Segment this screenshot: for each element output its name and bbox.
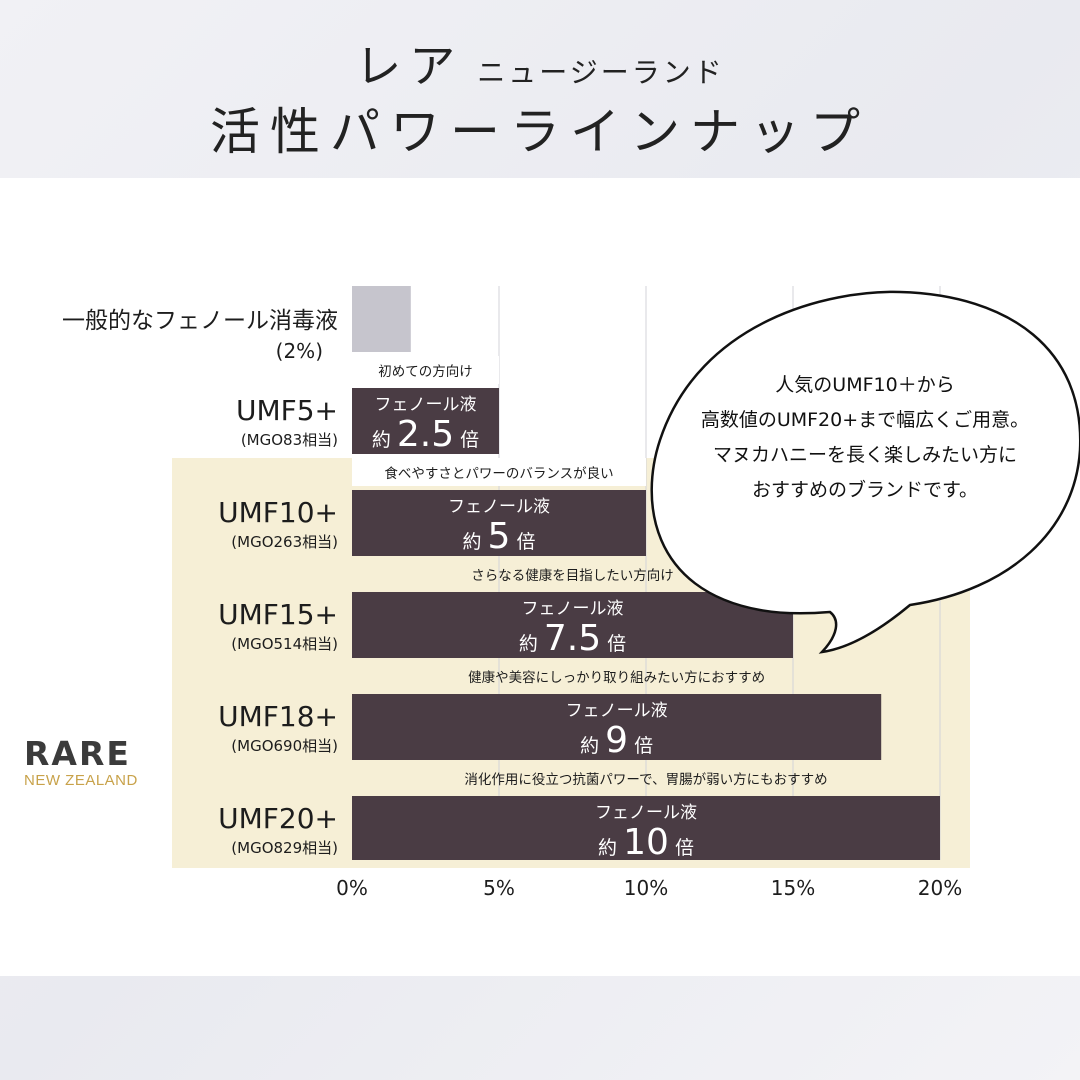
x-tick-label: 20% [918, 876, 962, 900]
bar [352, 490, 646, 556]
brand-name: RARE [24, 734, 131, 773]
bar-multiplier-label: 約 10 倍 [598, 822, 694, 863]
bar-multiplier-label: 約 2.5 倍 [372, 414, 479, 455]
bar-label: フェノール液 [595, 803, 697, 823]
speech-bubble [650, 290, 1080, 654]
category-sublabel: (MGO83相当) [241, 431, 338, 449]
note-background [352, 356, 499, 384]
brand-logo: RARE NEW ZEALAND [24, 736, 164, 790]
bubble-line: おすすめのブランドです。 [751, 479, 979, 501]
bubble-line: 人気のUMF10＋から [775, 374, 955, 396]
category-sublabel: (2%) [276, 339, 323, 363]
category-label: UMF18+ [218, 700, 338, 733]
category-sublabel: (MGO829相当) [231, 839, 338, 857]
category-sublabel: (MGO514相当) [231, 635, 338, 653]
bubble-line: 高数値のUMF20+まで幅広くご用意。 [700, 409, 1030, 431]
bar-label: フェノール液 [448, 497, 550, 517]
category-sublabel: (MGO263相当) [231, 533, 338, 551]
bar-label: フェノール液 [522, 599, 624, 619]
category-label: UMF20+ [218, 802, 338, 835]
title-sub: ニュージーランド [477, 56, 725, 89]
brand-sub: NEW ZEALAND [24, 772, 138, 789]
bubble-line: マヌカハニーを長く楽しみたい方に [712, 444, 1017, 466]
bar [352, 592, 793, 658]
bar-multiplier-label: 約 7.5 倍 [519, 618, 626, 659]
page-title-line1: レア ニュージーランド [0, 30, 1080, 96]
bar-note: 食べやすさとパワーのバランスが良い [384, 465, 613, 482]
baseline-bar [352, 286, 411, 352]
bar [352, 694, 882, 760]
category-sublabel: (MGO690相当) [231, 737, 338, 755]
bar-note: さらなる健康を目指したい方向け [471, 567, 674, 584]
category-label: UMF5+ [236, 394, 338, 427]
bar-label: フェノール液 [375, 395, 477, 415]
category-label: UMF10+ [218, 496, 338, 529]
page-title-line2: 活性パワーラインナップ [210, 103, 870, 161]
x-tick-label: 15% [771, 876, 815, 900]
bar-note: 消化作用に役立つ抗菌パワーで、胃腸が弱い方にもおすすめ [464, 772, 827, 788]
bar-label: フェノール液 [566, 701, 668, 721]
title-main: レア [355, 39, 464, 93]
bar-note: 初めての方向け [378, 363, 473, 380]
bar [352, 796, 940, 860]
note-background [352, 458, 646, 486]
bar-multiplier-label: 約 5 倍 [463, 516, 536, 557]
x-tick-label: 0% [336, 876, 368, 900]
x-tick-label: 10% [624, 876, 668, 900]
category-label: UMF15+ [218, 598, 338, 631]
speech-bubble-text: 人気のUMF10＋から 高数値のUMF20+まで幅広くご用意。 マヌカハニーを長… [660, 368, 1070, 508]
bar-note: 健康や美容にしっかり取り組みたい方におすすめ [468, 669, 765, 686]
category-label: 一般的なフェノール消毒液 [62, 308, 338, 334]
bar-multiplier-label: 約 9 倍 [580, 720, 653, 761]
bar [352, 388, 499, 454]
x-tick-label: 5% [483, 876, 515, 900]
